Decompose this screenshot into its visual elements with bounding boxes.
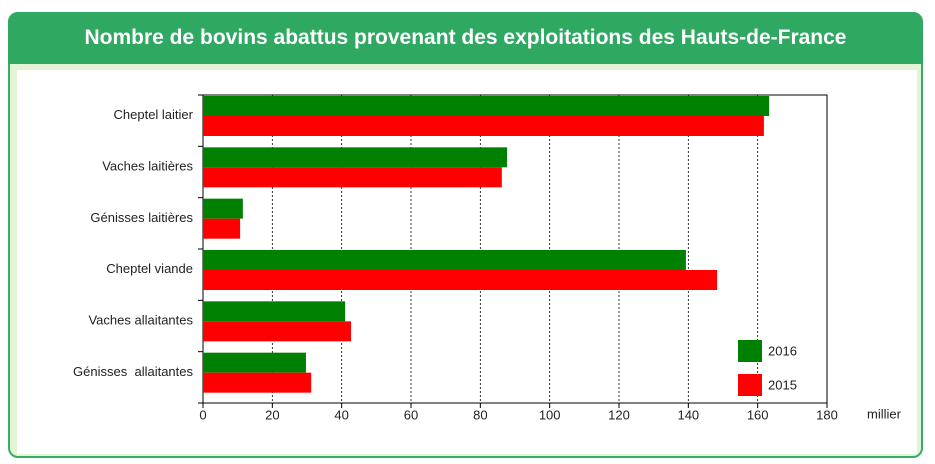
- x-axis-label: millier: [867, 406, 902, 421]
- x-tick-label: 120: [608, 407, 630, 422]
- legend-swatch: [738, 340, 762, 362]
- bar: [203, 250, 686, 270]
- x-tick-label: 140: [677, 407, 699, 422]
- y-tick-label: Cheptel laitier: [114, 107, 194, 122]
- bar: [203, 301, 346, 322]
- x-tick-label: 160: [747, 407, 769, 422]
- bar: [203, 198, 243, 219]
- x-tick-label: 100: [539, 407, 561, 422]
- x-tick-label: 80: [473, 407, 487, 422]
- bar: [203, 321, 352, 342]
- bar: [203, 116, 764, 136]
- x-tick-label: 180: [816, 407, 838, 422]
- y-tick-label: Vaches laitières: [102, 158, 193, 173]
- bar: [203, 167, 502, 188]
- x-tick-label: 40: [334, 407, 348, 422]
- legend-swatch: [738, 374, 762, 396]
- legend-label: 2016: [768, 343, 797, 358]
- bar: [203, 96, 770, 116]
- y-tick-label: Vaches allaitantes: [88, 312, 193, 327]
- y-tick-label: Génisses laitières: [90, 210, 193, 225]
- bar: [203, 218, 241, 239]
- bar: [203, 147, 508, 168]
- bar: [203, 352, 306, 373]
- x-tick-label: 20: [265, 407, 279, 422]
- y-tick-label: Génisses allaitantes: [73, 364, 193, 379]
- y-tick-label: Cheptel viande: [106, 261, 193, 276]
- legend-label: 2015: [768, 377, 797, 392]
- bar: [203, 270, 718, 290]
- bar: [203, 372, 312, 393]
- chart-title: Nombre de bovins abattus provenant des e…: [8, 12, 923, 64]
- x-tick-label: 60: [404, 407, 418, 422]
- x-tick-label: 0: [199, 407, 206, 422]
